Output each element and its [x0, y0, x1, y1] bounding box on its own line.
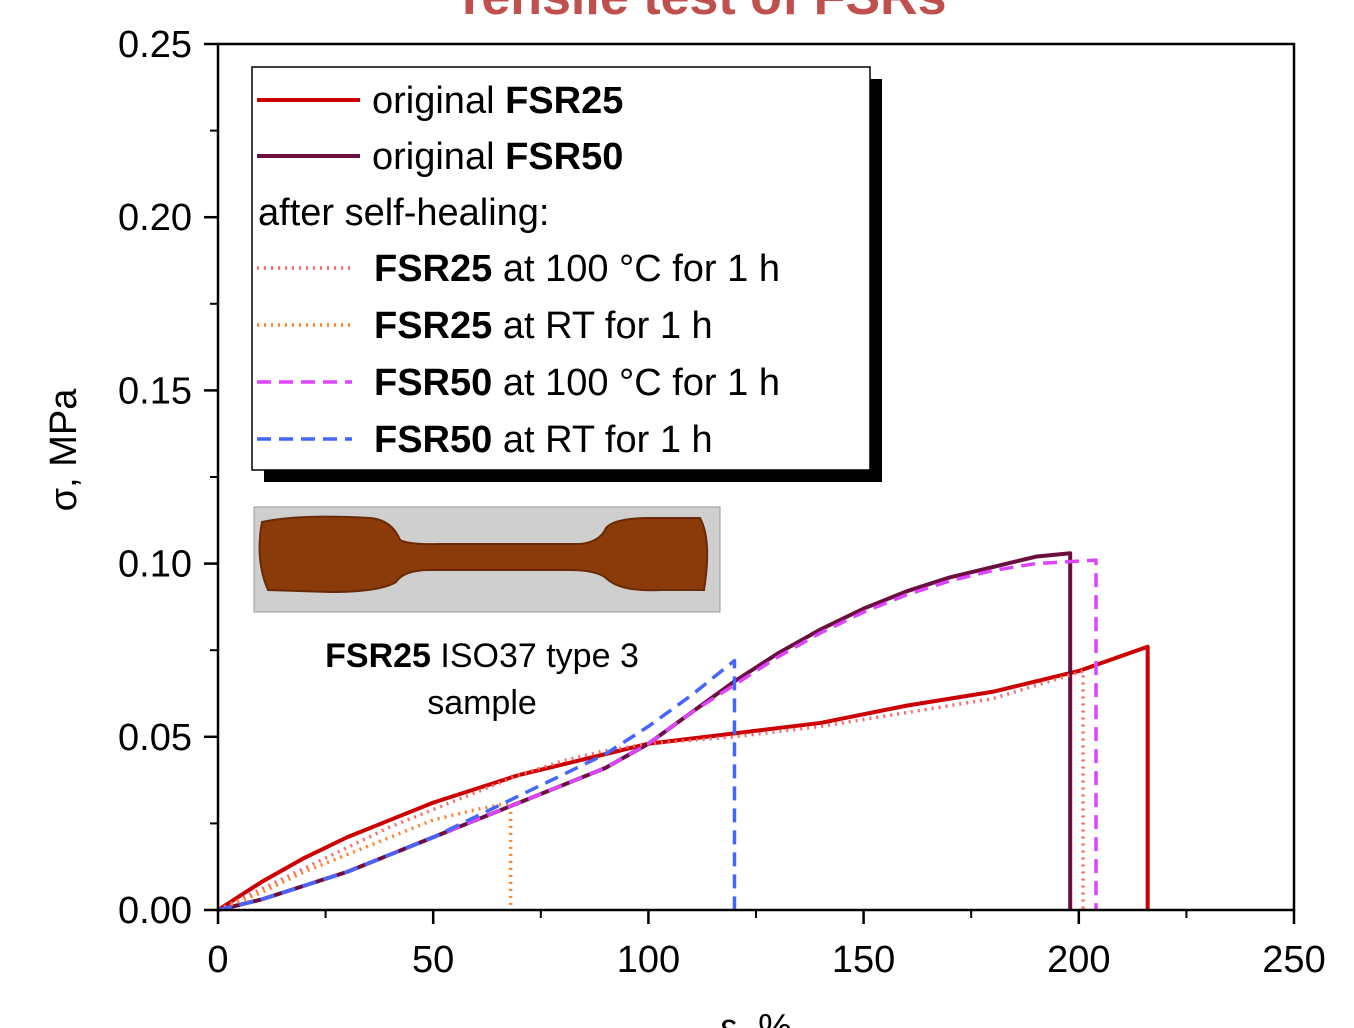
y-tick-label: 0.10: [118, 544, 192, 586]
y-tick-label: 0.15: [118, 370, 192, 412]
text-part: FSR25: [325, 637, 431, 675]
data-line: [216, 644, 1150, 912]
legend-label: original FSR50: [372, 136, 623, 178]
text-part: at 100 °C for 1 h: [492, 362, 780, 404]
y-tick-label: 0.05: [118, 717, 192, 759]
x-tick-label: 50: [412, 939, 454, 981]
sample-photo: [253, 506, 721, 613]
data-line: [217, 658, 737, 912]
text-part: at RT for 1 h: [492, 419, 712, 461]
y-tick-label: 0.25: [118, 24, 192, 66]
annotation: sample: [427, 684, 537, 722]
legend-label: original FSR25: [372, 80, 623, 122]
legend-label: FSR50 at RT for 1 h: [374, 419, 713, 461]
text-part: FSR50: [374, 362, 492, 404]
x-axis-label: ε, %: [720, 1007, 792, 1028]
legend-box: [251, 66, 871, 471]
chart-title: Tensile test of FSRs: [453, 0, 946, 26]
text-part: sample: [427, 684, 537, 722]
text-part: FSR25: [374, 248, 492, 290]
legend-label: FSR25 at 100 °C for 1 h: [374, 248, 780, 290]
x-tick-label: 0: [207, 939, 228, 981]
text-part: at 100 °C for 1 h: [492, 248, 780, 290]
text-part: FSR25: [374, 305, 492, 347]
text-part: FSR50: [374, 419, 492, 461]
x-tick-label: 150: [832, 939, 895, 981]
text-part: ISO37 type 3: [431, 637, 639, 675]
text-part: original: [372, 80, 505, 122]
legend-heading: after self-healing:: [258, 192, 550, 234]
legend-label: FSR50 at 100 °C for 1 h: [374, 362, 780, 404]
x-tick-label: 200: [1047, 939, 1110, 981]
annotation: FSR25 ISO37 type 3: [325, 637, 639, 675]
sample-shape: [258, 515, 709, 594]
text-part: FSR50: [505, 136, 623, 178]
data-line: [217, 669, 1085, 912]
y-tick-label: 0.20: [118, 197, 192, 239]
plot-area: 0 50 100 150 200 250 0.00 0.05 0.10 0.15 0.20 0.25: [118, 24, 1326, 981]
y-tick-label: 0.00: [118, 890, 192, 932]
data-line: [217, 800, 513, 912]
legend-label: FSR25 at RT for 1 h: [374, 305, 713, 347]
x-tick-label: 250: [1262, 939, 1325, 981]
x-tick-label: 100: [617, 939, 680, 981]
text-part: FSR25: [505, 80, 623, 122]
y-axis-label: σ, MPa: [43, 388, 85, 512]
text-part: original: [372, 136, 505, 178]
text-part: at RT for 1 h: [492, 305, 712, 347]
